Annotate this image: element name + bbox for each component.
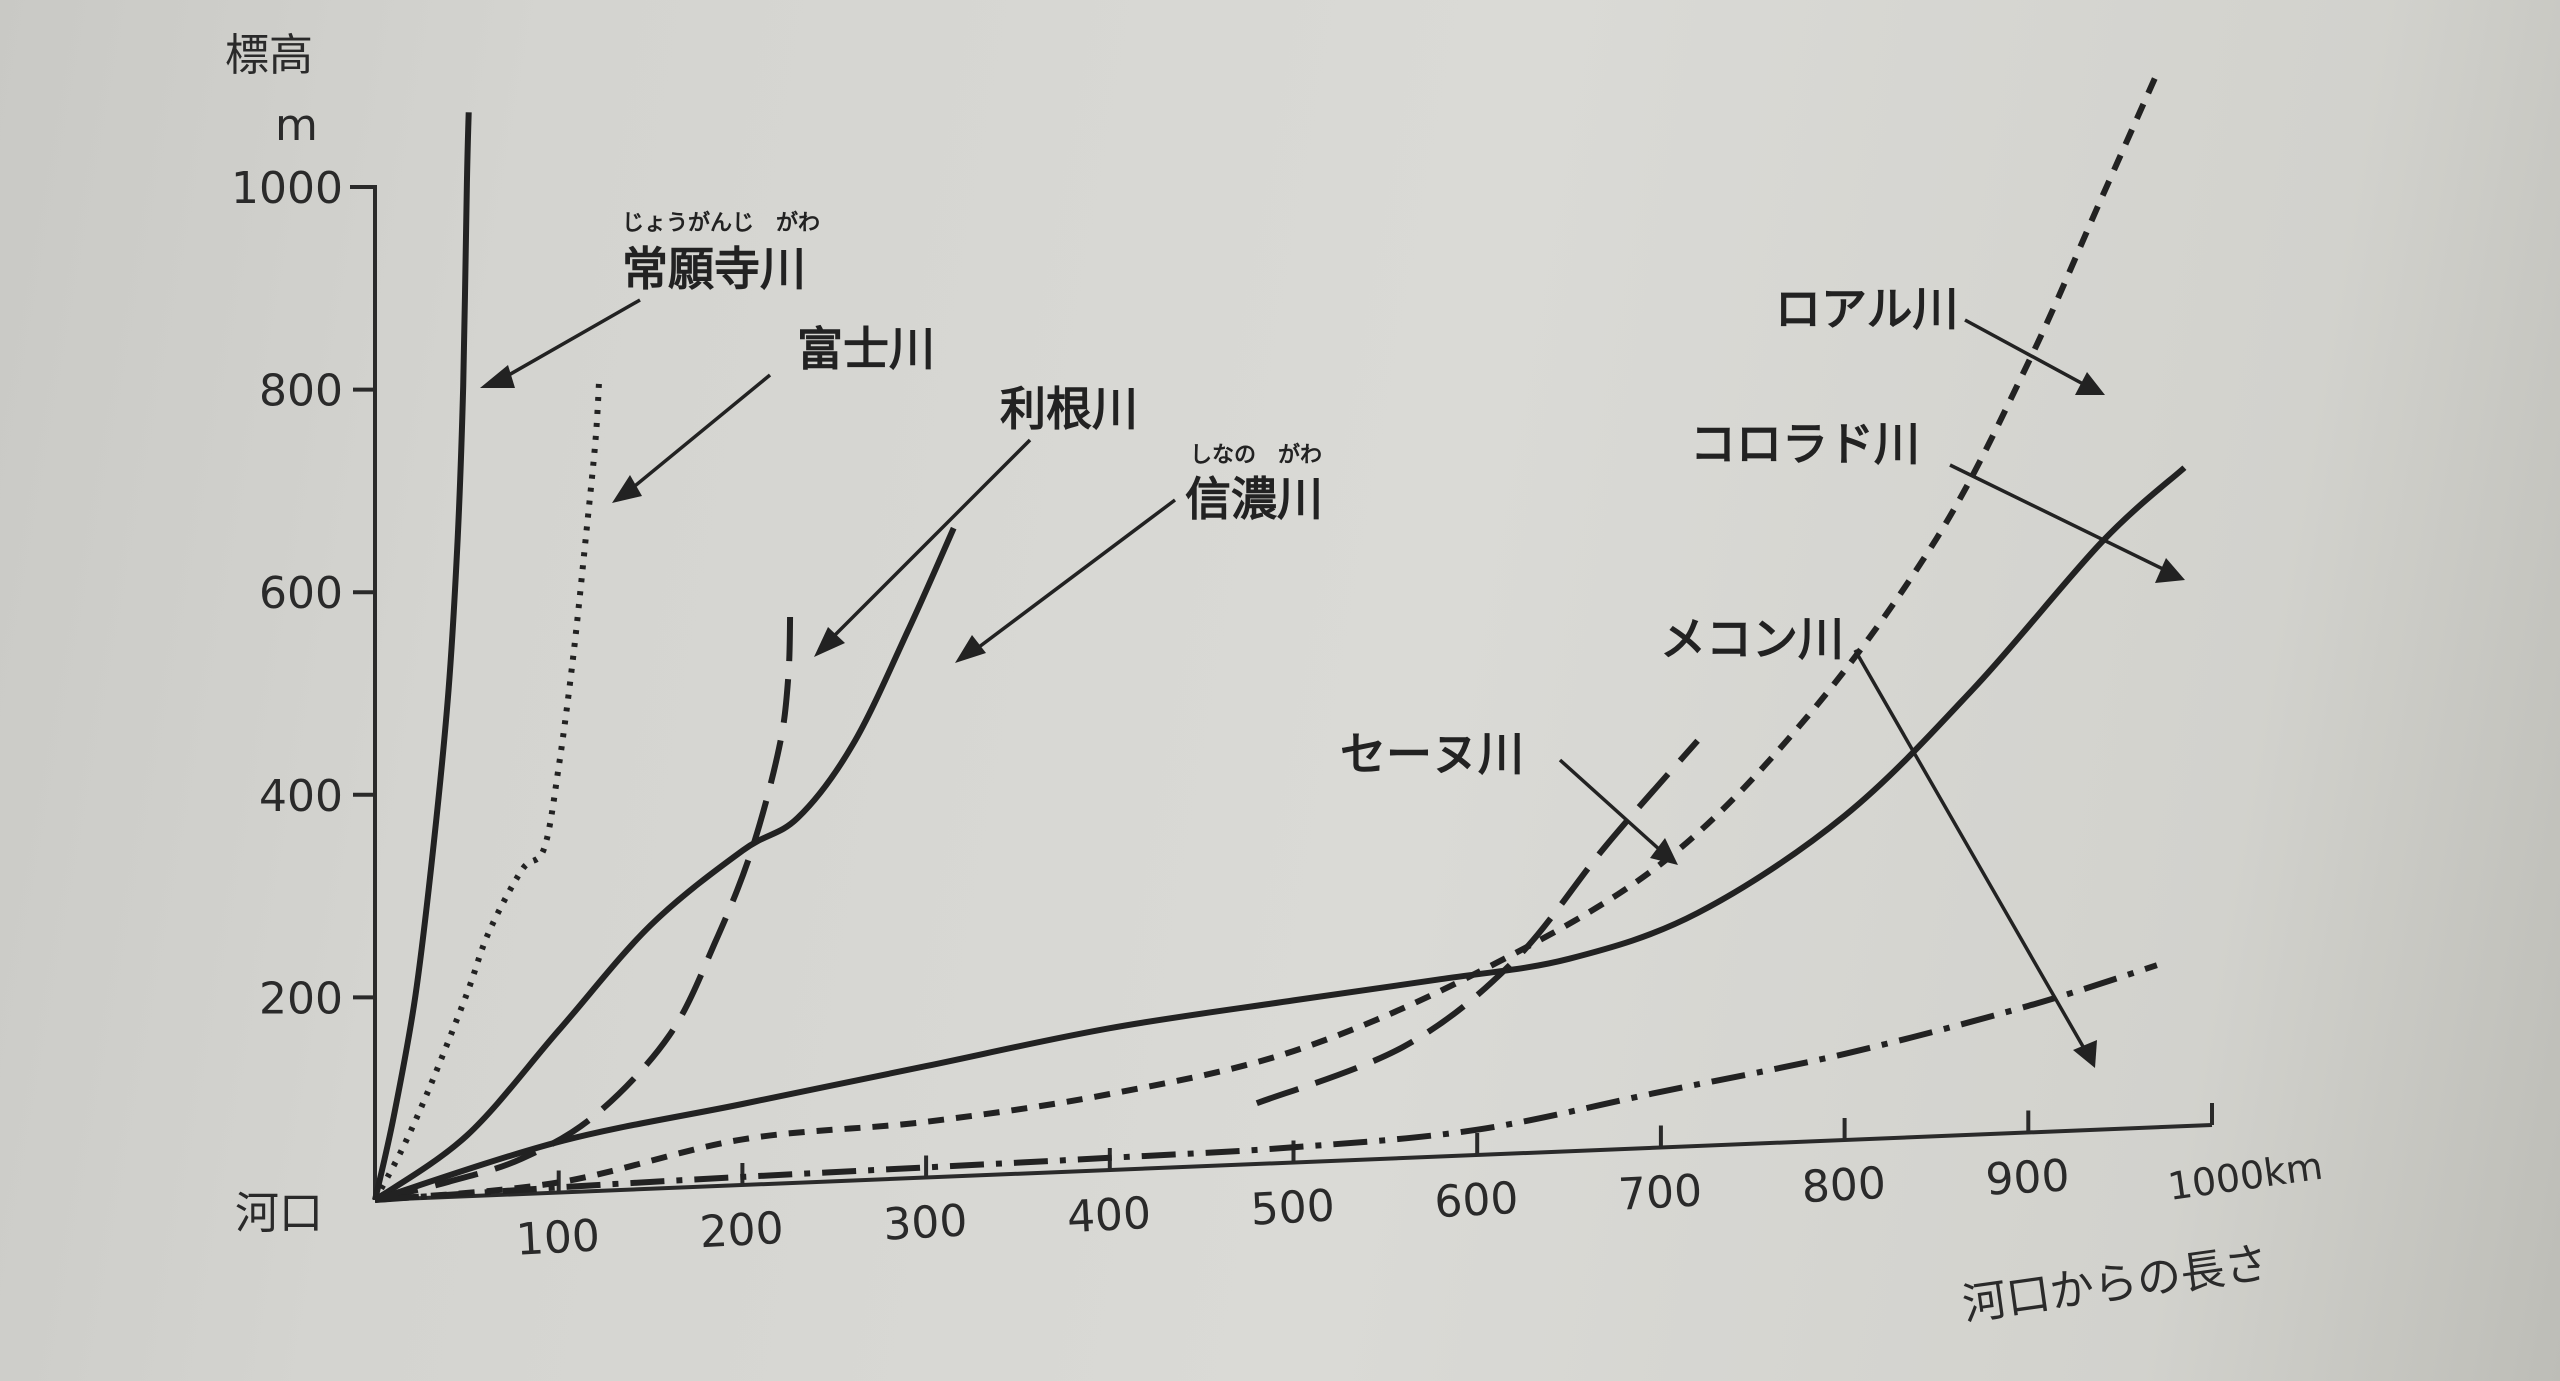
label-seine: セーヌ川 [1340, 727, 1524, 781]
y-tick-label: 800 [259, 366, 343, 417]
y-tick-label: 600 [259, 568, 343, 619]
series-line-3 [373, 526, 957, 1203]
arrowhead-shinano [955, 635, 986, 663]
x-ticks: 100 200 300 400 500 600 700 800 900 [515, 1103, 2214, 1266]
origin-label: 河口 [235, 1188, 323, 1239]
arrowhead-loire [2075, 372, 2105, 395]
series-layer [372, 72, 2187, 1203]
y-axis-unit: m [275, 100, 318, 151]
y-axis-line [350, 185, 377, 1200]
series-line-0 [372, 112, 472, 1201]
label-shinano: 信濃川 [1185, 472, 1323, 526]
series-line-7 [374, 962, 2158, 1203]
label-mekong: メコン川 [1660, 612, 1844, 666]
y-tick-label: 200 [259, 973, 343, 1024]
label-jouganji: 常願寺川 [622, 242, 806, 296]
arrow-shinano [973, 498, 1177, 652]
x-end-label: 1000km [2165, 1144, 2325, 1209]
x-tick-label: 100 [515, 1210, 602, 1265]
label-fuji: 富士川 [797, 322, 935, 376]
arrowhead-tone [814, 627, 845, 657]
axes: 標高 m 河口 河口からの長さ 1000km [225, 30, 2325, 1331]
series-line-6 [374, 465, 2187, 1203]
y-ticks: 200 400 600 800 1000 [231, 163, 375, 1024]
arrowhead-colorado [2155, 558, 2185, 583]
x-tick-label: 300 [882, 1195, 969, 1250]
x-tick-label: 200 [698, 1203, 785, 1258]
label-loire: ロアル川 [1775, 282, 1959, 336]
series-line-2 [374, 605, 794, 1203]
arrow-jouganji [499, 298, 641, 382]
y-tick-label: 1000 [231, 163, 343, 214]
x-tick-label: 700 [1617, 1165, 1704, 1220]
label-colorado: コロラド川 [1690, 417, 1920, 471]
arrow-loire [1964, 318, 2086, 387]
arrow-fuji [628, 373, 772, 492]
label-tone: 利根川 [1000, 382, 1138, 436]
arrow-tone [828, 438, 1032, 642]
x-tick-label: 400 [1066, 1188, 1153, 1243]
series-line-1 [372, 380, 603, 1202]
arrowhead-jouganji [480, 365, 515, 388]
y-tick-label: 400 [259, 771, 343, 822]
x-tick-label: 600 [1433, 1173, 1520, 1228]
y-axis-title: 標高 [225, 30, 313, 81]
arrow-colorado [1949, 463, 2166, 572]
series-line-4 [1255, 738, 1700, 1107]
arrowhead-fuji [612, 475, 642, 503]
label-jouganji-furigana: じょうがんじ がわ [622, 210, 820, 236]
arrow-mekong [1853, 649, 2087, 1051]
x-tick-label: 900 [1984, 1150, 2071, 1205]
arrow-seine [1558, 758, 1662, 852]
arrowhead-seine [1650, 838, 1678, 865]
x-axis-title: 河口からの長さ [1959, 1238, 2271, 1331]
annotations: じょうがんじ がわ 常願寺川 富士川 利根川 しなの がわ 信濃川 ロアル川 コ… [480, 210, 2185, 1068]
label-shinano-furigana: しなの がわ [1190, 442, 1322, 468]
x-tick-label: 800 [1801, 1158, 1888, 1213]
arrowhead-mekong [2073, 1040, 2097, 1068]
x-tick-label: 500 [1249, 1180, 1336, 1235]
